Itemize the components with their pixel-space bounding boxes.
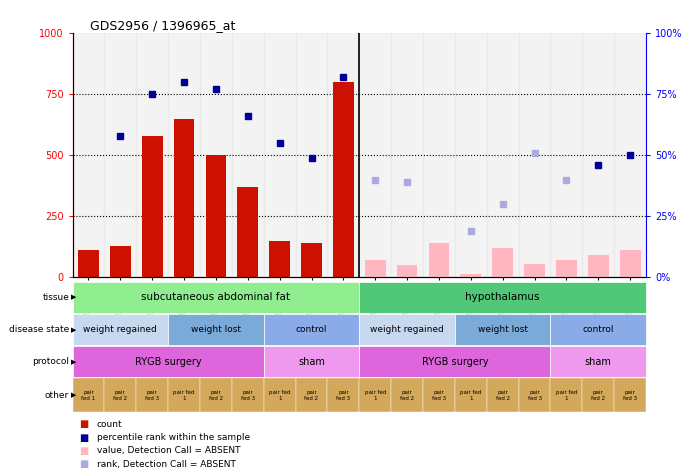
Text: GDS2956 / 1396965_at: GDS2956 / 1396965_at bbox=[90, 19, 235, 32]
Text: pair
fed 3: pair fed 3 bbox=[432, 390, 446, 401]
Text: pair
fed 3: pair fed 3 bbox=[145, 390, 159, 401]
Text: sham: sham bbox=[298, 357, 325, 367]
Text: sham: sham bbox=[585, 357, 612, 367]
Text: pair fed
1: pair fed 1 bbox=[556, 390, 577, 401]
Text: control: control bbox=[583, 325, 614, 334]
Text: pair fed
1: pair fed 1 bbox=[365, 390, 386, 401]
Text: ■: ■ bbox=[79, 446, 88, 456]
Bar bbox=[428, 243, 449, 277]
Bar bbox=[333, 82, 354, 277]
Bar bbox=[365, 260, 386, 277]
Bar bbox=[524, 264, 545, 277]
Text: pair
fed 3: pair fed 3 bbox=[527, 390, 542, 401]
Bar bbox=[493, 248, 513, 277]
Text: pair fed
1: pair fed 1 bbox=[173, 390, 195, 401]
Text: ■: ■ bbox=[79, 432, 88, 443]
Bar bbox=[614, 33, 646, 277]
Text: pair
fed 3: pair fed 3 bbox=[623, 390, 637, 401]
Bar bbox=[238, 187, 258, 277]
Text: pair fed
1: pair fed 1 bbox=[460, 390, 482, 401]
Bar bbox=[620, 250, 641, 277]
Bar bbox=[301, 243, 322, 277]
Bar bbox=[328, 33, 359, 277]
Bar bbox=[460, 273, 481, 277]
Bar bbox=[296, 33, 328, 277]
Bar bbox=[269, 241, 290, 277]
Text: RYGB surgery: RYGB surgery bbox=[422, 357, 489, 367]
Text: value, Detection Call = ABSENT: value, Detection Call = ABSENT bbox=[97, 447, 240, 455]
Text: disease state: disease state bbox=[9, 325, 69, 334]
Text: pair
fed 2: pair fed 2 bbox=[591, 390, 605, 401]
Text: weight lost: weight lost bbox=[191, 325, 241, 334]
Bar bbox=[359, 33, 391, 277]
Bar bbox=[551, 33, 583, 277]
Text: pair
fed 2: pair fed 2 bbox=[113, 390, 127, 401]
Text: other: other bbox=[45, 391, 69, 400]
Text: count: count bbox=[97, 420, 122, 428]
Text: ▶: ▶ bbox=[71, 327, 77, 333]
Bar bbox=[486, 33, 519, 277]
Bar bbox=[110, 246, 131, 277]
Bar bbox=[173, 118, 194, 277]
Text: pair
fed 2: pair fed 2 bbox=[495, 390, 510, 401]
Text: pair
fed 2: pair fed 2 bbox=[400, 390, 414, 401]
Bar bbox=[104, 33, 136, 277]
Bar bbox=[423, 33, 455, 277]
Text: RYGB surgery: RYGB surgery bbox=[135, 357, 202, 367]
Bar bbox=[200, 33, 232, 277]
Bar bbox=[264, 33, 296, 277]
Text: ▶: ▶ bbox=[71, 294, 77, 301]
Bar bbox=[73, 33, 104, 277]
Bar bbox=[391, 33, 423, 277]
Text: ■: ■ bbox=[79, 459, 88, 469]
Text: pair
fed 2: pair fed 2 bbox=[305, 390, 319, 401]
Text: protocol: protocol bbox=[32, 357, 69, 366]
Text: pair
fed 2: pair fed 2 bbox=[209, 390, 223, 401]
Text: pair fed
1: pair fed 1 bbox=[269, 390, 290, 401]
Text: pair
fed 3: pair fed 3 bbox=[337, 390, 350, 401]
Bar bbox=[556, 260, 577, 277]
Bar bbox=[232, 33, 264, 277]
Bar bbox=[397, 265, 417, 277]
Text: weight regained: weight regained bbox=[370, 325, 444, 334]
Text: control: control bbox=[296, 325, 328, 334]
Text: pair
fed 3: pair fed 3 bbox=[240, 390, 255, 401]
Bar bbox=[136, 33, 168, 277]
Bar bbox=[455, 33, 486, 277]
Text: rank, Detection Call = ABSENT: rank, Detection Call = ABSENT bbox=[97, 460, 236, 468]
Text: ▶: ▶ bbox=[71, 359, 77, 365]
Text: weight regained: weight regained bbox=[84, 325, 158, 334]
Bar bbox=[206, 155, 226, 277]
Text: subcutaneous abdominal fat: subcutaneous abdominal fat bbox=[142, 292, 290, 302]
Text: hypothalamus: hypothalamus bbox=[466, 292, 540, 302]
Bar bbox=[78, 250, 99, 277]
Bar bbox=[142, 136, 162, 277]
Text: percentile rank within the sample: percentile rank within the sample bbox=[97, 433, 250, 442]
Text: pair
fed 1: pair fed 1 bbox=[82, 390, 95, 401]
Text: ■: ■ bbox=[79, 419, 88, 429]
Bar bbox=[588, 255, 609, 277]
Bar bbox=[168, 33, 200, 277]
Text: tissue: tissue bbox=[42, 293, 69, 302]
Bar bbox=[519, 33, 551, 277]
Text: weight lost: weight lost bbox=[477, 325, 528, 334]
Bar bbox=[583, 33, 614, 277]
Text: ▶: ▶ bbox=[71, 392, 77, 398]
